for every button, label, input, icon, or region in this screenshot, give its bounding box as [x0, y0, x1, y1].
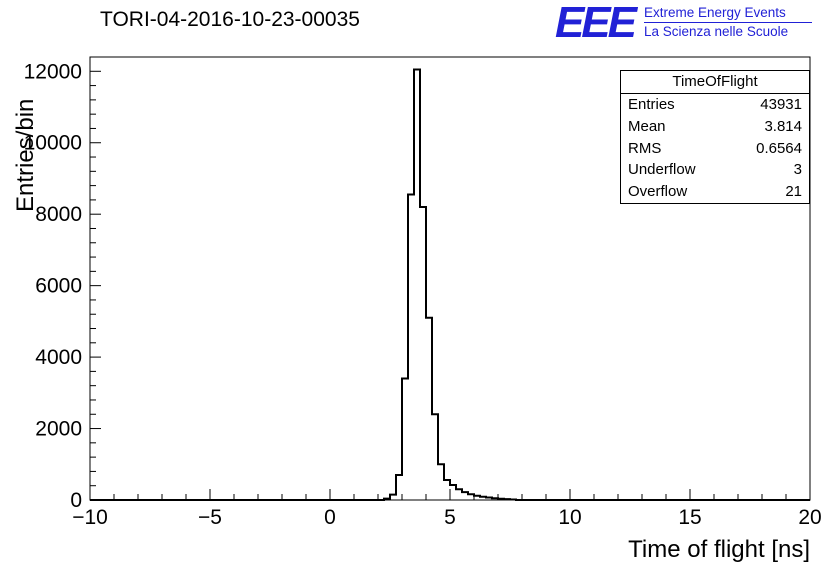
stats-value: 43931 — [760, 96, 802, 113]
histogram-line — [90, 68, 810, 501]
stats-label: Mean — [628, 117, 666, 135]
stats-row-entries: Entries 43931 — [621, 94, 809, 116]
x-tick-label: 0 — [324, 506, 336, 529]
x-tick-label: 5 — [444, 506, 456, 529]
stats-row-rms: RMS 0.6564 — [621, 138, 809, 160]
y-tick-label: 12000 — [24, 60, 82, 83]
stats-value: 21 — [785, 183, 802, 200]
x-tick-label: −5 — [198, 506, 222, 529]
stats-label: Entries — [628, 96, 675, 113]
y-tick-label: 10000 — [24, 132, 82, 155]
stats-label: Overflow — [628, 183, 688, 200]
stats-row-mean: Mean 3.814 — [621, 116, 809, 138]
eee-logo-subtitle: Extreme Energy Events La Scienza nelle S… — [644, 2, 812, 39]
y-tick-label: 0 — [70, 489, 82, 512]
stats-box: TimeOfFlight Entries 43931 Mean 3.814 RM… — [620, 70, 810, 204]
stats-value: 0.6564 — [756, 139, 802, 157]
stats-box-title: TimeOfFlight — [621, 71, 809, 94]
stats-value: 3.814 — [764, 117, 802, 135]
eee-logo-text: EEE — [554, 0, 637, 47]
y-axis-title: Entries/bin — [12, 98, 39, 212]
plot-title: TORI-04-2016-10-23-00035 — [100, 8, 360, 31]
stats-label: Underflow — [628, 161, 696, 179]
x-tick-label: 10 — [558, 506, 581, 529]
x-axis-title: Time of flight [ns] — [628, 536, 810, 563]
logo-line-2: La Scienza nelle Scuole — [644, 23, 789, 39]
stats-label: RMS — [628, 139, 662, 157]
stats-row-underflow: Underflow 3 — [621, 159, 809, 181]
y-tick-label: 2000 — [35, 418, 82, 441]
y-tick-label: 4000 — [35, 346, 82, 369]
logo-line-1: Extreme Energy Events — [644, 5, 786, 20]
logo-divider-line — [644, 21, 812, 23]
x-tick-label: 15 — [678, 506, 701, 529]
eee-logo: EEE Extreme Energy Events La Scienza nel… — [554, 0, 812, 47]
stats-row-overflow: Overflow 21 — [621, 181, 809, 203]
y-tick-label: 6000 — [35, 275, 82, 298]
y-tick-label: 8000 — [35, 203, 82, 226]
x-tick-label: 20 — [798, 506, 821, 529]
x-tick-label: −10 — [72, 506, 108, 529]
stats-value: 3 — [793, 161, 802, 179]
